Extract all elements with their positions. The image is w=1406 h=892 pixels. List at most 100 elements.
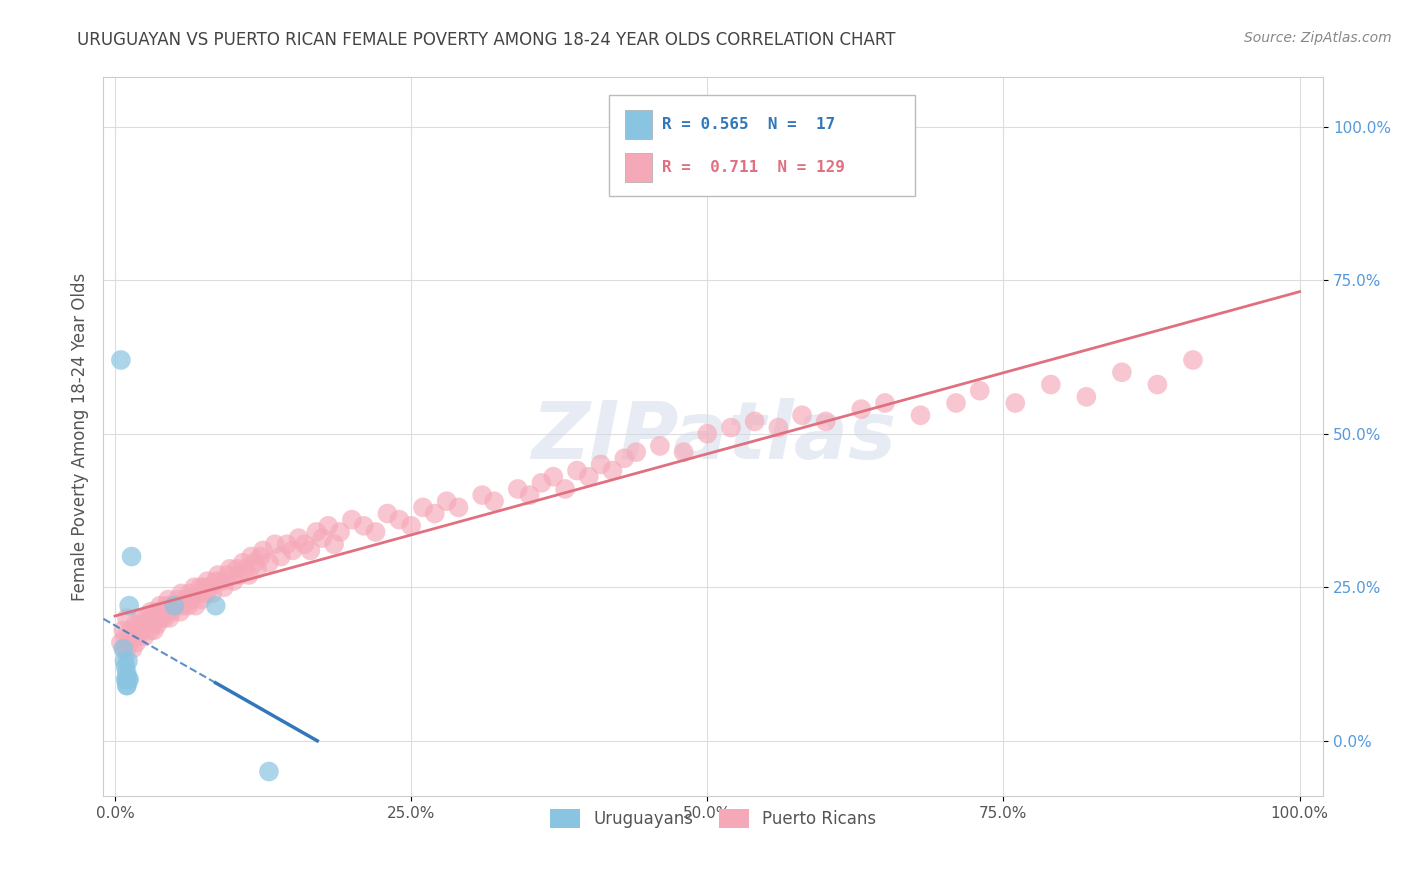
- Point: [1004, 396, 1026, 410]
- Point: [155, 599, 177, 613]
- Point: [177, 599, 200, 613]
- Point: [436, 494, 458, 508]
- Point: [212, 580, 235, 594]
- Point: [124, 617, 146, 632]
- Text: ZIPatlas: ZIPatlas: [530, 398, 896, 475]
- Point: [112, 624, 135, 638]
- Point: [1076, 390, 1098, 404]
- Point: [135, 611, 157, 625]
- Point: [257, 556, 280, 570]
- Point: [181, 592, 204, 607]
- Point: [219, 562, 242, 576]
- Point: [543, 469, 565, 483]
- Point: [122, 629, 145, 643]
- Point: [114, 660, 136, 674]
- Point: [125, 635, 148, 649]
- Point: [246, 562, 269, 576]
- Point: [1111, 365, 1133, 379]
- Point: [471, 488, 494, 502]
- Point: [143, 624, 166, 638]
- Point: [399, 518, 422, 533]
- Point: [910, 409, 932, 423]
- Point: [276, 537, 298, 551]
- Point: [163, 599, 186, 613]
- Point: [613, 451, 636, 466]
- Point: [624, 445, 647, 459]
- Point: [204, 574, 226, 588]
- Y-axis label: Female Poverty Among 18-24 Year Olds: Female Poverty Among 18-24 Year Olds: [72, 273, 89, 601]
- Point: [506, 482, 529, 496]
- Point: [183, 580, 205, 594]
- Text: R =  0.711  N = 129: R = 0.711 N = 129: [662, 160, 845, 175]
- Point: [188, 580, 211, 594]
- Point: [159, 611, 181, 625]
- Point: [115, 666, 138, 681]
- Point: [160, 605, 183, 619]
- Point: [1146, 377, 1168, 392]
- Point: [195, 574, 218, 588]
- Point: [114, 654, 136, 668]
- Point: [969, 384, 991, 398]
- Point: [264, 537, 287, 551]
- Bar: [626, 110, 652, 138]
- Point: [222, 574, 245, 588]
- Point: [316, 518, 339, 533]
- Point: [114, 673, 136, 687]
- Point: [115, 641, 138, 656]
- Point: [294, 537, 316, 551]
- Point: [233, 562, 256, 576]
- Point: [157, 592, 180, 607]
- Point: [744, 414, 766, 428]
- FancyBboxPatch shape: [609, 95, 914, 196]
- Point: [243, 556, 266, 570]
- Point: [121, 549, 143, 564]
- Point: [193, 580, 215, 594]
- Point: [299, 543, 322, 558]
- Point: [170, 586, 193, 600]
- Point: [136, 617, 159, 632]
- Point: [249, 549, 271, 564]
- Point: [329, 524, 352, 539]
- Legend: Uruguayans, Puerto Ricans: Uruguayans, Puerto Ricans: [544, 802, 883, 835]
- Point: [257, 764, 280, 779]
- Point: [118, 599, 141, 613]
- Point: [519, 488, 541, 502]
- Point: [114, 641, 136, 656]
- Point: [1039, 377, 1062, 392]
- Point: [232, 556, 254, 570]
- Point: [240, 549, 263, 564]
- Point: [118, 673, 141, 687]
- Point: [143, 605, 166, 619]
- Point: [115, 611, 138, 625]
- Point: [166, 592, 188, 607]
- Point: [768, 420, 790, 434]
- Point: [270, 549, 292, 564]
- Point: [110, 353, 132, 368]
- Point: [364, 524, 387, 539]
- Point: [353, 518, 375, 533]
- Bar: [626, 153, 652, 182]
- Point: [118, 635, 141, 649]
- Point: [217, 568, 239, 582]
- Point: [696, 426, 718, 441]
- Point: [945, 396, 967, 410]
- Point: [163, 599, 186, 613]
- Point: [115, 673, 138, 687]
- Point: [117, 673, 139, 687]
- Point: [238, 568, 260, 582]
- Point: [129, 611, 152, 625]
- Point: [530, 475, 553, 490]
- Point: [228, 568, 250, 582]
- Point: [482, 494, 505, 508]
- Point: [166, 599, 188, 613]
- Point: [112, 641, 135, 656]
- Point: [120, 624, 142, 638]
- Point: [146, 617, 169, 632]
- Point: [226, 562, 249, 576]
- Point: [134, 629, 156, 643]
- Point: [150, 611, 173, 625]
- Point: [388, 513, 411, 527]
- Point: [145, 611, 167, 625]
- Point: [720, 420, 742, 434]
- Point: [281, 543, 304, 558]
